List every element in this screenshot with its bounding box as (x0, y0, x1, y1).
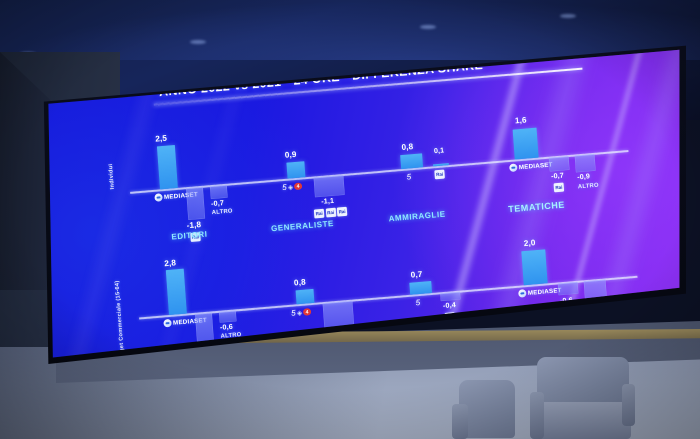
canale5-italia1-rete4-icon: 5 ◈ 4 (282, 181, 303, 192)
bar-value-label: -1,8 (186, 220, 202, 231)
bar-rai-generaliste[interactable] (313, 174, 345, 198)
mediaset-wordmark: MEDIASET (518, 160, 553, 171)
ceiling-light-icon (420, 25, 436, 29)
y-axis-label-individui: Individui (108, 163, 116, 190)
bar-mediaset[interactable] (156, 144, 178, 190)
bar-rai[interactable] (185, 186, 206, 221)
bar-rai1[interactable] (432, 163, 449, 167)
bar-canale5[interactable] (409, 280, 433, 295)
bar-group-tematiche: 1,6 MEDIASET -0,7 Rai -0,9 ALTRO (491, 72, 639, 201)
bar-mediaset-generaliste[interactable] (286, 161, 306, 179)
bar-mediaset-generaliste[interactable] (295, 288, 315, 305)
bar-value-label: -1,1 (320, 195, 335, 206)
bar-mediaset-tematiche[interactable] (521, 249, 548, 286)
bar-group-generaliste: 0,9 5 ◈ 4 -1,1 Rai Rai Rai (252, 93, 380, 221)
ceiling-light-icon (190, 40, 206, 44)
canale5-logo-icon: 5 (415, 297, 421, 308)
category-label-tematiche: TEMATICHE (507, 199, 566, 215)
bar-value-label: 1,6 (514, 115, 527, 126)
mediaset-logo-icon: MEDIASET (509, 160, 553, 173)
rai1-logo-icon: Rai (434, 169, 445, 180)
altro-label: ALTRO (587, 317, 609, 326)
category-label-ammiraglie: AMMIRAGLIE (388, 209, 446, 224)
bar-value-label: -1,4 (586, 306, 600, 318)
category-label-editori: EDITORI (171, 229, 208, 242)
bar-value-label: 0,1 (433, 145, 445, 156)
mediaset-logo-icon: MEDIASET (518, 286, 562, 298)
bar-rai-tematiche[interactable] (548, 156, 570, 172)
slide-content: ANNO 2022 vs 2021 - 24 ORE - DIFFERENZA … (100, 50, 655, 360)
bar-value-label: 0,8 (401, 142, 414, 152)
bar-group-ammiraglie: 0,8 5 0,1 Rai (372, 83, 500, 211)
bar-value-label: -0,7 (210, 198, 225, 209)
rai-logo-icon: Rai (553, 182, 565, 193)
bar-mediaset[interactable] (165, 268, 187, 316)
bar-altro-tematiche[interactable] (574, 153, 596, 173)
bar-value-label: -0,4 (442, 300, 457, 311)
bar-mediaset-tematiche[interactable] (512, 127, 539, 160)
altro-label: ALTRO (577, 182, 600, 191)
bar-value-label: -0,9 (576, 171, 591, 182)
ceiling-glow (0, 0, 700, 60)
bar-altro[interactable] (209, 184, 228, 200)
canale5-logo-icon: 5 (406, 172, 412, 182)
bar-canale5[interactable] (400, 153, 424, 170)
canale5-italia1-rete4-icon: 5 ◈ 4 (291, 307, 312, 318)
bar-value-label: -0,7 (550, 170, 565, 181)
mediaset-wordmark: MEDIASET (527, 286, 562, 297)
bar-value-label: 0,8 (293, 277, 306, 288)
bar-value-label: -0,6 (219, 321, 234, 332)
bar-value-label: 2,5 (155, 133, 168, 144)
bar-altro[interactable] (218, 310, 237, 323)
bar-value-label: 2,8 (163, 258, 177, 269)
ceiling-light-icon (560, 14, 576, 18)
bar-value-label: 0,7 (410, 269, 423, 280)
altro-label: ALTRO (211, 208, 233, 217)
bar-value-label: 2,0 (523, 238, 536, 249)
bar-group-editori: 2,5 MEDIASET -1,8 Rai -0,7 ALTRO (132, 103, 260, 242)
bar-value-label: 0,9 (284, 149, 297, 160)
bar-rai-tematiche[interactable] (557, 281, 579, 296)
y-axis-label-target-commerciale: Target Commerciale (15-64) (114, 280, 127, 360)
rai-logo-icon: Rai (562, 310, 574, 321)
category-label-generaliste: GENERALISTE (270, 218, 335, 234)
